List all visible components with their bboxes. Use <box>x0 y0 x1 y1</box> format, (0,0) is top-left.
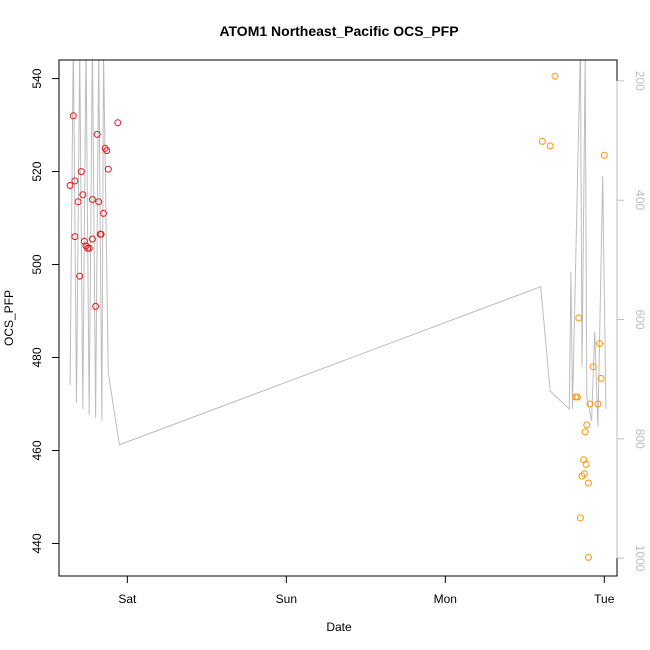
data-point-series2-6 <box>575 314 583 322</box>
data-point-series1-13 <box>88 196 96 203</box>
data-point-series1-12 <box>85 244 93 252</box>
y-right-tick-label: 400 <box>633 190 647 210</box>
chart-title: ATOM1 Northeast_Pacific OCS_PFP <box>219 23 458 39</box>
altitude-line-layer <box>69 60 607 446</box>
y-tick-label: 460 <box>30 440 44 460</box>
x-tick-label: Mon <box>434 592 457 606</box>
data-point-series2-2 <box>546 142 554 150</box>
data-point-series1-8 <box>79 191 87 199</box>
data-points-layer <box>66 72 608 561</box>
y-axis-label: OCS_PFP <box>2 290 16 346</box>
y-axis-right: 200 400 600 800 1000 <box>616 71 647 572</box>
y-right-tick-label: 1000 <box>633 545 647 572</box>
altitude-line <box>69 60 607 446</box>
data-point-series2-17 <box>589 363 597 371</box>
plot-frame <box>58 59 618 577</box>
data-point-series1-6 <box>76 272 84 280</box>
data-point-series1-15 <box>92 302 100 310</box>
data-point-series2-11 <box>581 428 589 436</box>
data-point-series2-20 <box>597 374 605 382</box>
data-point-series1-5 <box>74 198 82 206</box>
y-tick-label: 520 <box>30 161 44 181</box>
data-point-series1-16 <box>93 130 101 138</box>
x-axis: Sat Sun Mon Tue <box>118 575 615 606</box>
data-point-series2-15 <box>584 553 592 561</box>
y-tick-label: 500 <box>30 254 44 274</box>
data-point-series1-23 <box>104 165 112 173</box>
data-point-series1-24 <box>114 119 122 127</box>
y-right-tick-label: 800 <box>633 429 647 449</box>
x-tick-label: Sun <box>276 592 297 606</box>
data-point-series1-3 <box>71 177 79 185</box>
data-point-series1-17 <box>95 198 103 206</box>
y-tick-label: 440 <box>30 533 44 553</box>
data-point-series2-5 <box>573 393 581 401</box>
y-right-tick-label: 200 <box>633 71 647 91</box>
data-point-series2-10 <box>580 470 588 478</box>
data-point-series1-2 <box>69 112 77 120</box>
data-point-series1-9 <box>80 237 88 245</box>
data-point-series2-14 <box>584 479 592 487</box>
x-axis-label: Date <box>326 620 352 634</box>
data-point-series1-1 <box>66 182 74 189</box>
data-point-series2-7 <box>576 514 584 522</box>
data-point-series1-14 <box>88 235 96 243</box>
data-point-series2-18 <box>594 400 602 408</box>
data-point-series2-21 <box>600 151 608 159</box>
x-tick-label: Tue <box>594 592 615 606</box>
data-point-series1-22 <box>103 147 111 155</box>
data-point-series2-13 <box>583 421 591 429</box>
y-tick-label: 480 <box>30 347 44 367</box>
data-point-series2-19 <box>596 340 603 348</box>
y-tick-label: 540 <box>30 68 44 88</box>
y-axis: 440 460 480 500 520 540 <box>30 68 60 554</box>
data-point-series2-12 <box>582 460 590 468</box>
y-right-tick-label: 600 <box>633 309 647 329</box>
data-point-series1-7 <box>77 168 85 176</box>
data-point-series1-4 <box>71 233 79 241</box>
data-point-series2-1 <box>538 137 546 145</box>
data-point-series2-8 <box>578 472 586 480</box>
data-point-series2-16 <box>586 400 594 408</box>
x-tick-label: Sat <box>118 592 137 606</box>
data-point-series1-20 <box>100 209 107 217</box>
data-point-series2-3 <box>551 72 559 80</box>
data-point-series1-19 <box>97 230 105 238</box>
